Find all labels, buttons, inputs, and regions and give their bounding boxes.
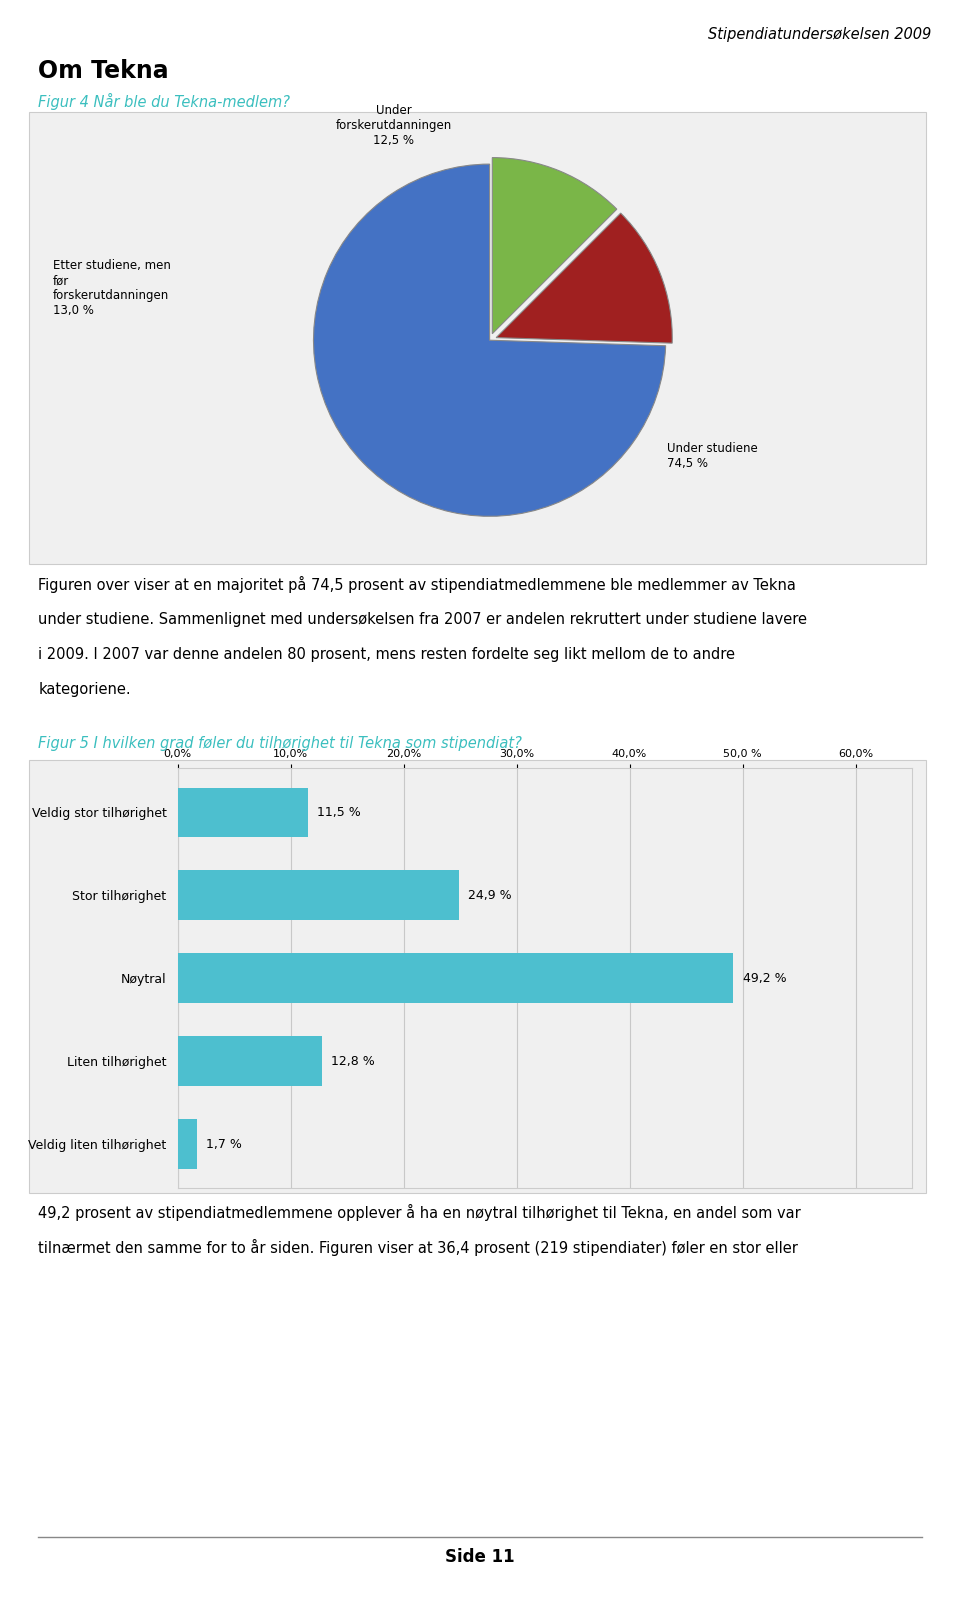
Bar: [178, 953, 733, 1004]
Text: 12,8 %: 12,8 %: [331, 1055, 375, 1068]
Text: Om Tekna: Om Tekna: [38, 59, 169, 83]
Text: Etter studiene, men
før
forskerutdanningen
13,0 %: Etter studiene, men før forskerutdanning…: [53, 259, 171, 317]
Text: Stipendiatundersøkelsen 2009: Stipendiatundersøkelsen 2009: [708, 27, 931, 42]
Bar: [178, 1119, 197, 1169]
Text: Figur 4 Når ble du Tekna-medlem?: Figur 4 Når ble du Tekna-medlem?: [38, 93, 290, 110]
Text: 24,9 %: 24,9 %: [468, 889, 512, 901]
Text: 49,2 prosent av stipendiatmedlemmene opplever å ha en nøytral tilhørighet til Te: 49,2 prosent av stipendiatmedlemmene opp…: [38, 1204, 802, 1222]
Text: kategoriene.: kategoriene.: [38, 682, 131, 696]
Bar: [178, 788, 307, 837]
Text: Figur 5 I hvilken grad føler du tilhørighet til Tekna som stipendiat?: Figur 5 I hvilken grad føler du tilhørig…: [38, 736, 522, 751]
Wedge shape: [496, 213, 672, 343]
Text: 1,7 %: 1,7 %: [205, 1137, 242, 1151]
Text: tilnærmet den samme for to år siden. Figuren viser at 36,4 prosent (219 stipendi: tilnærmet den samme for to år siden. Fig…: [38, 1239, 799, 1257]
Text: 49,2 %: 49,2 %: [742, 972, 786, 985]
Text: Figuren over viser at en majoritet på 74,5 prosent av stipendiatmedlemmene ble m: Figuren over viser at en majoritet på 74…: [38, 576, 796, 594]
Wedge shape: [314, 163, 665, 516]
Text: i 2009. I 2007 var denne andelen 80 prosent, mens resten fordelte seg likt mello: i 2009. I 2007 var denne andelen 80 pros…: [38, 647, 735, 661]
Wedge shape: [492, 157, 617, 333]
Bar: [178, 1036, 323, 1085]
Text: Side 11: Side 11: [445, 1548, 515, 1566]
Text: 11,5 %: 11,5 %: [317, 805, 360, 820]
Bar: [178, 871, 459, 921]
Text: under studiene. Sammenlignet med undersøkelsen fra 2007 er andelen rekruttert un: under studiene. Sammenlignet med undersø…: [38, 612, 807, 626]
Text: Under
forskerutdanningen
12,5 %: Under forskerutdanningen 12,5 %: [335, 104, 452, 147]
Text: Under studiene
74,5 %: Under studiene 74,5 %: [667, 442, 758, 471]
